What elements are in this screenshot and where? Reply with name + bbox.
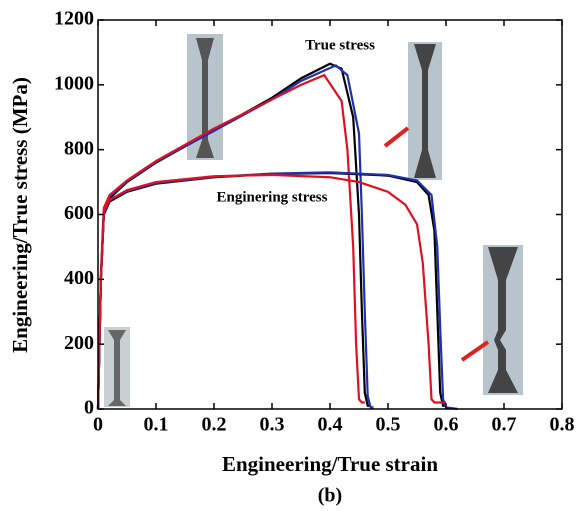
series-line [96, 73, 365, 410]
arrow [383, 126, 410, 148]
caption: (b) [318, 485, 342, 507]
x-axis-label: Engineering/True strain [222, 452, 438, 476]
series-line [96, 171, 458, 411]
arrow [460, 340, 490, 362]
plot-area [96, 62, 458, 411]
x-tick-label: 0.4 [318, 414, 343, 436]
x-tick-label: 0.1 [144, 414, 169, 436]
y-tick-label: 0 [84, 397, 94, 419]
specimen-images [104, 34, 523, 407]
y-tick-label: 200 [64, 332, 94, 354]
x-tick-label: 0.8 [550, 414, 575, 436]
x-tick-label: 0.7 [492, 414, 517, 436]
series-line [96, 62, 371, 410]
x-tick-label: 0.2 [202, 414, 227, 436]
y-tick-label: 1200 [54, 8, 94, 30]
annotation: Enginering stress [217, 189, 328, 205]
series-line [96, 171, 446, 410]
specimen-shape [108, 330, 126, 406]
x-tick-label: 0.3 [260, 414, 285, 436]
series-line [96, 173, 446, 410]
y-tick-label: 400 [64, 267, 94, 289]
annotation: True stress [305, 37, 375, 53]
x-tick-label: 0 [93, 414, 103, 436]
x-tick-label: 0.6 [434, 414, 459, 436]
y-tick-label: 600 [64, 202, 94, 224]
y-tick-label: 800 [64, 137, 94, 159]
specimen-shape [488, 247, 518, 393]
x-tick-label: 0.5 [376, 414, 401, 436]
y-tick-label: 1000 [54, 72, 94, 94]
y-axis-label: Engineering/True stress (MPa) [8, 77, 32, 353]
specimen-shape [414, 44, 436, 178]
specimen-shape [196, 38, 214, 158]
